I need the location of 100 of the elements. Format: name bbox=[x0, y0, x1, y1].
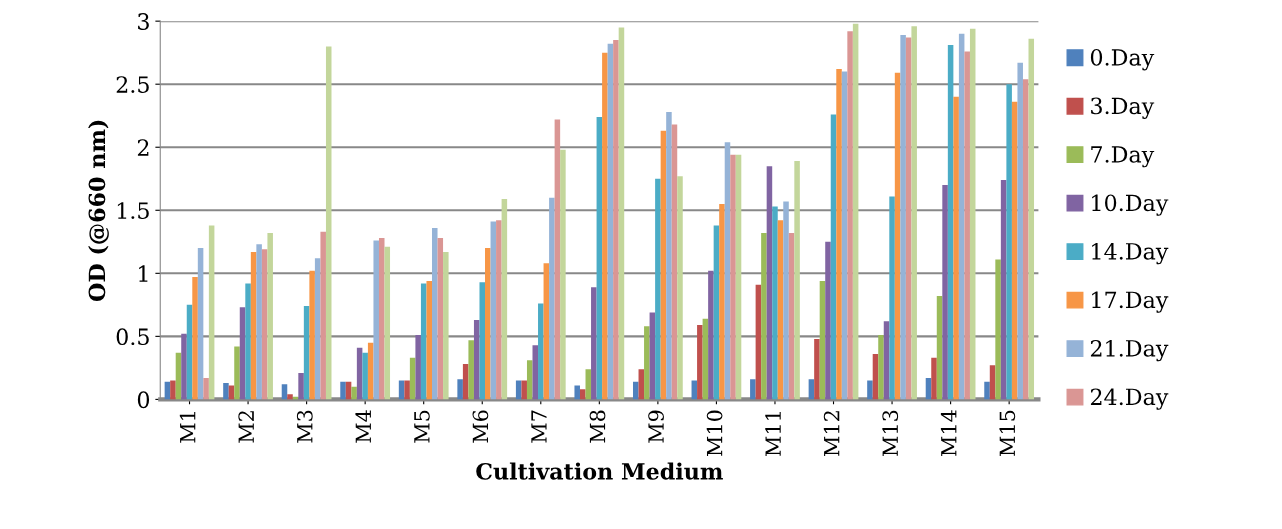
bar bbox=[398, 380, 405, 400]
x-tick-label: M14 bbox=[940, 410, 957, 456]
bar bbox=[443, 251, 449, 400]
bar bbox=[989, 365, 996, 400]
bar bbox=[186, 304, 193, 400]
bar bbox=[644, 326, 650, 400]
bar bbox=[936, 296, 943, 400]
bar bbox=[170, 380, 176, 400]
bar bbox=[1011, 101, 1018, 400]
bar bbox=[735, 154, 742, 400]
bar bbox=[889, 196, 895, 400]
bar bbox=[894, 72, 901, 400]
bar bbox=[772, 206, 778, 400]
bar bbox=[378, 238, 385, 400]
legend-label: 10.Day bbox=[1092, 194, 1169, 216]
bar bbox=[261, 249, 268, 400]
bar bbox=[655, 178, 661, 400]
bar bbox=[549, 197, 555, 400]
bar bbox=[958, 33, 965, 400]
x-tick-label: M1 bbox=[179, 412, 196, 443]
bar bbox=[239, 307, 246, 400]
bar bbox=[554, 119, 561, 400]
bar bbox=[1022, 79, 1029, 400]
bar bbox=[234, 346, 240, 400]
bar bbox=[579, 389, 586, 400]
bar bbox=[602, 52, 608, 400]
bar bbox=[766, 166, 773, 400]
bar bbox=[697, 325, 703, 400]
x-tick-label: M6 bbox=[472, 410, 489, 443]
bar bbox=[1000, 180, 1007, 400]
bar bbox=[415, 335, 421, 400]
bar bbox=[574, 385, 580, 400]
bar bbox=[931, 357, 937, 400]
bar bbox=[585, 369, 592, 400]
bar bbox=[462, 364, 469, 400]
bar bbox=[1028, 38, 1035, 400]
bar bbox=[618, 27, 625, 400]
bar bbox=[526, 360, 533, 400]
x-tick-label: M8 bbox=[589, 410, 606, 443]
bar bbox=[496, 220, 502, 400]
bar bbox=[384, 246, 391, 400]
x-tick-label: M5 bbox=[414, 410, 430, 443]
bar bbox=[485, 248, 491, 400]
bar bbox=[814, 338, 820, 400]
bar bbox=[783, 201, 789, 400]
bar bbox=[501, 198, 508, 400]
bar bbox=[872, 354, 879, 400]
bar bbox=[953, 96, 959, 400]
bar bbox=[836, 69, 842, 400]
y-tick-label: 2.5 bbox=[116, 76, 149, 93]
x-tick-label: M10 bbox=[706, 410, 723, 456]
bar bbox=[192, 277, 198, 400]
bar bbox=[208, 225, 215, 400]
bar bbox=[596, 116, 603, 400]
x-tick-label: M11 bbox=[765, 412, 781, 456]
bar bbox=[473, 319, 480, 400]
bar bbox=[457, 379, 463, 400]
bar bbox=[852, 23, 859, 400]
x-tick-label: M13 bbox=[882, 410, 899, 456]
bar bbox=[666, 111, 672, 400]
legend-label: 7.Day bbox=[1091, 146, 1155, 168]
bar bbox=[426, 280, 432, 400]
y-tick-label: 1 bbox=[139, 265, 148, 282]
bar bbox=[911, 26, 917, 400]
bar bbox=[314, 258, 321, 400]
bar bbox=[830, 114, 837, 400]
bar bbox=[984, 381, 990, 400]
bar bbox=[649, 312, 656, 400]
legend-label: 3.Day bbox=[1091, 97, 1155, 119]
bar bbox=[613, 40, 619, 400]
bar bbox=[181, 333, 187, 400]
bar bbox=[947, 45, 954, 400]
bar bbox=[794, 161, 800, 400]
bar bbox=[964, 51, 970, 400]
bar bbox=[819, 280, 826, 400]
y-tick-label: 2 bbox=[137, 139, 149, 156]
bar bbox=[777, 220, 784, 400]
bar bbox=[351, 386, 357, 400]
bar bbox=[250, 251, 257, 400]
bar bbox=[468, 340, 474, 400]
bar bbox=[362, 352, 368, 400]
bar bbox=[515, 380, 522, 400]
bar bbox=[203, 377, 209, 400]
bar bbox=[841, 71, 848, 400]
bar bbox=[750, 379, 756, 400]
y-tick-label: 3 bbox=[138, 13, 149, 30]
bar bbox=[303, 306, 310, 400]
x-tick-label: M4 bbox=[355, 410, 371, 443]
legend-label: 14.Day bbox=[1092, 242, 1169, 265]
x-tick-label: M15 bbox=[999, 410, 1016, 456]
y-tick-label: 1.5 bbox=[117, 202, 149, 220]
y-axis-title: OD (@660 nm) bbox=[88, 120, 109, 302]
bar bbox=[245, 283, 251, 400]
x-tick-label: M12 bbox=[823, 411, 840, 456]
x-tick-label: M9 bbox=[648, 410, 664, 443]
bar bbox=[267, 232, 273, 400]
bar bbox=[633, 381, 639, 400]
x-tick-label: M2 bbox=[238, 411, 254, 443]
bar bbox=[538, 303, 544, 400]
bar bbox=[404, 380, 410, 400]
